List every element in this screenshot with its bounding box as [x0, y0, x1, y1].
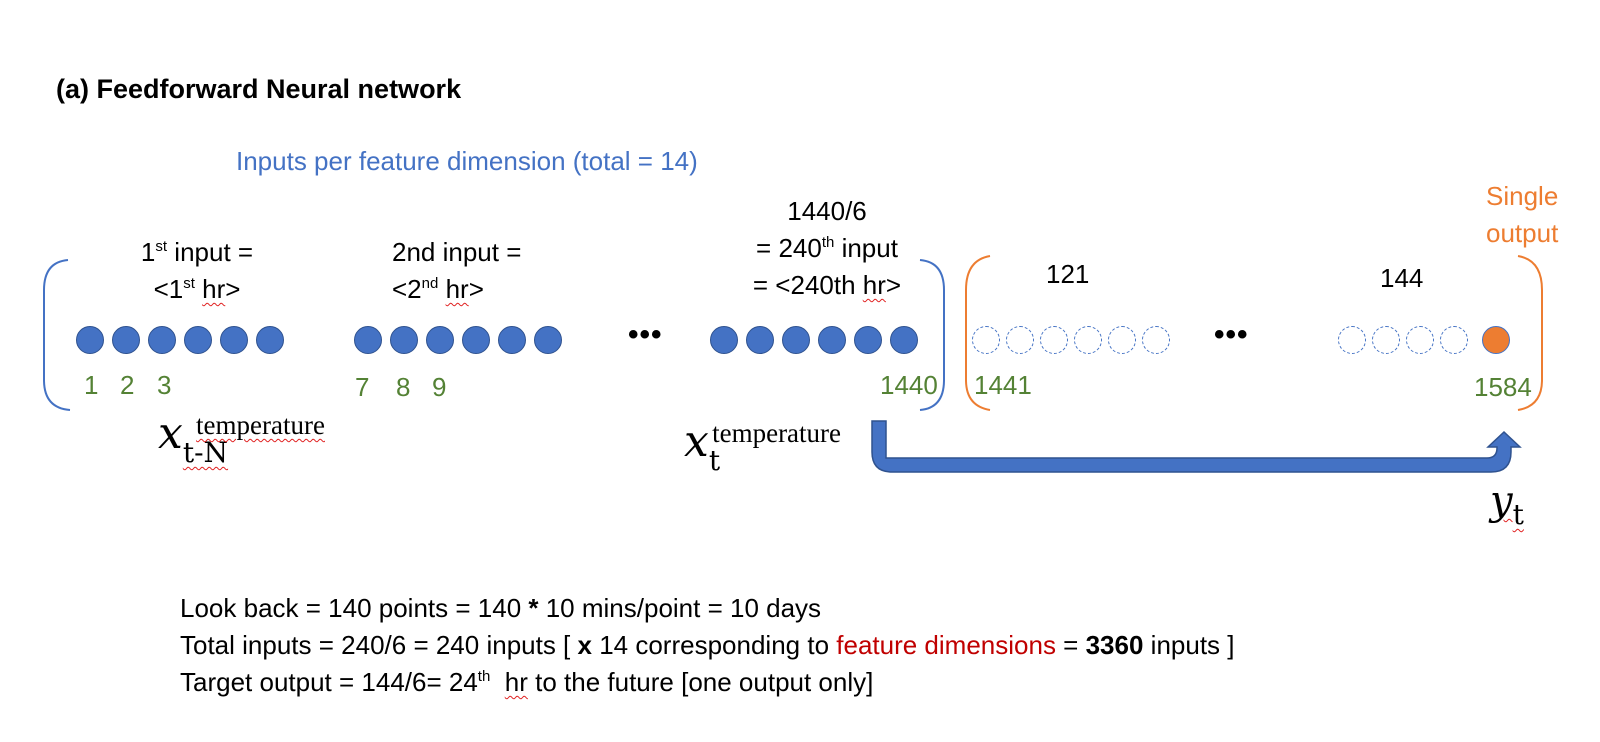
output-label-121: 121: [1046, 259, 1090, 289]
index-label-2: 2: [120, 370, 135, 400]
input-node: [498, 326, 526, 354]
single-output-line1: Single: [1486, 181, 1559, 211]
notes-block: Look back = 140 points = 140 * 10 mins/p…: [180, 590, 1235, 701]
input-bracket-left: [43, 259, 71, 411]
index-label-8: 8: [396, 372, 411, 402]
single-output-label: Single output: [1486, 178, 1558, 252]
index-label-1440: 1440: [880, 370, 938, 400]
output-ellipsis: •••: [1214, 318, 1249, 351]
x-t-label: xttemperature: [684, 416, 842, 477]
output-node: [972, 326, 1000, 354]
second-input-header: 2nd input = <2nd hr>: [392, 234, 521, 308]
output-node: [1074, 326, 1102, 354]
input-node: [710, 326, 738, 354]
output-node: [1440, 326, 1468, 354]
input-node: [462, 326, 490, 354]
input-node: [148, 326, 176, 354]
first-input-line2: <1st hr>: [153, 274, 241, 304]
output-node: [1372, 326, 1400, 354]
output-node: [1006, 326, 1034, 354]
x-t-minus-n-label: xt-Ntemperature: [158, 408, 325, 469]
figure-title: (a) Feedforward Neural network: [56, 74, 462, 104]
second-input-line1: 2nd input =: [392, 237, 522, 267]
input-node: [534, 326, 562, 354]
note-target-output: Target output = 144/6= 24th hr to the fu…: [180, 667, 874, 697]
single-output-line2: output: [1486, 218, 1559, 248]
prediction-arrow: [871, 420, 1522, 473]
inputs-subtitle: Inputs per feature dimension (total = 14…: [236, 146, 698, 176]
output-node: [1108, 326, 1136, 354]
index-label-7: 7: [355, 372, 370, 402]
output-bracket-left: [965, 255, 991, 411]
index-label-3: 3: [157, 370, 172, 400]
input-node: [890, 326, 918, 354]
output-bracket-right: [1517, 255, 1543, 411]
index-label-1441: 1441: [974, 370, 1032, 400]
last-input-header: 1440/6 = 240th input = <240th hr>: [722, 193, 932, 304]
input-node: [112, 326, 140, 354]
last-input-line3: = <240th hr>: [752, 270, 902, 300]
input-ellipsis: •••: [628, 318, 663, 351]
output-node: [1338, 326, 1366, 354]
input-node: [184, 326, 212, 354]
index-label-9: 9: [432, 372, 447, 402]
input-node: [854, 326, 882, 354]
input-node: [426, 326, 454, 354]
input-node: [256, 326, 284, 354]
input-node: [746, 326, 774, 354]
input-node: [782, 326, 810, 354]
input-node: [76, 326, 104, 354]
second-input-line2: <2nd hr>: [392, 274, 484, 304]
note-total-inputs: Total inputs = 240/6 = 240 inputs [ x 14…: [180, 630, 1235, 660]
first-input-line1: 1st input =: [140, 237, 254, 267]
output-node: [1142, 326, 1170, 354]
single-output-node: [1482, 326, 1510, 354]
output-node: [1406, 326, 1434, 354]
output-label-144: 144: [1380, 263, 1424, 293]
index-label-1584: 1584: [1474, 372, 1532, 402]
input-node: [818, 326, 846, 354]
input-node: [220, 326, 248, 354]
input-node: [354, 326, 382, 354]
output-node: [1040, 326, 1068, 354]
input-node: [390, 326, 418, 354]
index-label-1: 1: [84, 370, 99, 400]
note-lookback: Look back = 140 points = 140 * 10 mins/p…: [180, 593, 822, 623]
last-input-line1: 1440/6: [787, 196, 867, 226]
input-bracket-right: [919, 259, 945, 411]
first-input-header: 1st input = <1st hr>: [112, 234, 282, 308]
last-input-line2: = 240th input: [756, 233, 898, 263]
y-t-label: yt: [1490, 478, 1524, 531]
